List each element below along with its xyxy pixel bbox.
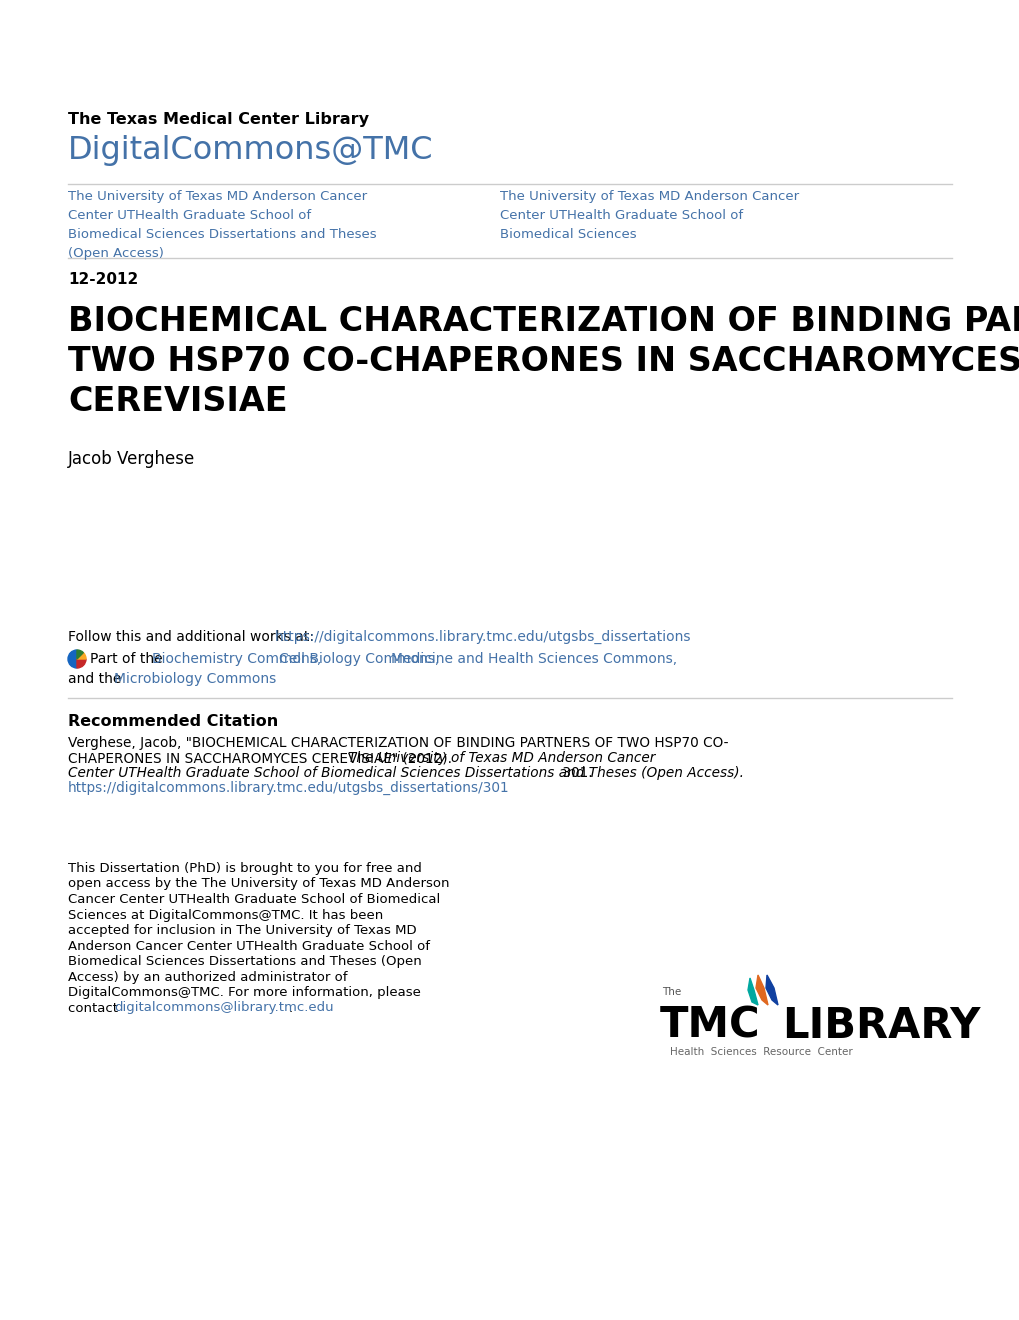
Text: This Dissertation (PhD) is brought to you for free and: This Dissertation (PhD) is brought to yo… xyxy=(68,862,422,875)
Text: Biochemistry Commons,: Biochemistry Commons, xyxy=(152,652,325,667)
Text: https://digitalcommons.library.tmc.edu/utgsbs_dissertations: https://digitalcommons.library.tmc.edu/u… xyxy=(275,630,691,644)
Text: TWO HSP70 CO-CHAPERONES IN SACCHAROMYCES: TWO HSP70 CO-CHAPERONES IN SACCHAROMYCES xyxy=(68,345,1019,378)
Polygon shape xyxy=(755,975,767,1005)
Text: Recommended Citation: Recommended Citation xyxy=(68,714,278,729)
Text: Sciences at DigitalCommons@TMC. It has been: Sciences at DigitalCommons@TMC. It has b… xyxy=(68,908,383,921)
Polygon shape xyxy=(747,978,757,1005)
Text: DigitalCommons@TMC: DigitalCommons@TMC xyxy=(68,135,433,166)
Text: 301.: 301. xyxy=(557,766,592,780)
Text: digitalcommons@library.tmc.edu: digitalcommons@library.tmc.edu xyxy=(114,1002,333,1015)
Text: Microbiology Commons: Microbiology Commons xyxy=(114,672,276,686)
Text: and the: and the xyxy=(68,672,125,686)
Text: contact: contact xyxy=(68,1002,122,1015)
Text: 12-2012: 12-2012 xyxy=(68,272,139,286)
Text: The Texas Medical Center Library: The Texas Medical Center Library xyxy=(68,112,369,127)
Text: Part of the: Part of the xyxy=(90,652,167,667)
Text: Center UTHealth Graduate School of Biomedical Sciences Dissertations and Theses : Center UTHealth Graduate School of Biome… xyxy=(68,766,743,780)
Text: Health  Sciences  Resource  Center: Health Sciences Resource Center xyxy=(669,1047,852,1057)
Text: The University of Texas MD Anderson Cancer
Center UTHealth Graduate School of
Bi: The University of Texas MD Anderson Canc… xyxy=(499,190,798,242)
Wedge shape xyxy=(76,659,86,668)
Text: Verghese, Jacob, "BIOCHEMICAL CHARACTERIZATION OF BINDING PARTNERS OF TWO HSP70 : Verghese, Jacob, "BIOCHEMICAL CHARACTERI… xyxy=(68,737,728,750)
Text: TMC: TMC xyxy=(659,1005,760,1047)
Text: Follow this and additional works at:: Follow this and additional works at: xyxy=(68,630,318,644)
Text: Cell Biology Commons,: Cell Biology Commons, xyxy=(279,652,443,667)
Text: .: . xyxy=(288,1002,292,1015)
Wedge shape xyxy=(76,649,84,659)
Text: The University of Texas MD Anderson Cancer
Center UTHealth Graduate School of
Bi: The University of Texas MD Anderson Canc… xyxy=(68,190,376,260)
Text: Cancer Center UTHealth Graduate School of Biomedical: Cancer Center UTHealth Graduate School o… xyxy=(68,894,440,906)
Text: accepted for inclusion in The University of Texas MD: accepted for inclusion in The University… xyxy=(68,924,416,937)
Text: open access by the The University of Texas MD Anderson: open access by the The University of Tex… xyxy=(68,878,449,891)
Polygon shape xyxy=(765,975,777,1005)
Text: The University of Texas MD Anderson Cancer: The University of Texas MD Anderson Canc… xyxy=(347,751,655,766)
Text: Access) by an authorized administrator of: Access) by an authorized administrator o… xyxy=(68,970,347,983)
Text: The: The xyxy=(661,987,681,997)
Text: CEREVISIAE: CEREVISIAE xyxy=(68,385,287,418)
Text: Anderson Cancer Center UTHealth Graduate School of: Anderson Cancer Center UTHealth Graduate… xyxy=(68,940,430,953)
Text: Jacob Verghese: Jacob Verghese xyxy=(68,450,195,469)
Text: DigitalCommons@TMC. For more information, please: DigitalCommons@TMC. For more information… xyxy=(68,986,421,999)
Text: BIOCHEMICAL CHARACTERIZATION OF BINDING PARTNERS OF: BIOCHEMICAL CHARACTERIZATION OF BINDING … xyxy=(68,305,1019,338)
Text: Medicine and Health Sciences Commons,: Medicine and Health Sciences Commons, xyxy=(390,652,677,667)
Text: CHAPERONES IN SACCHAROMYCES CEREVISIAE" (2012).: CHAPERONES IN SACCHAROMYCES CEREVISIAE" … xyxy=(68,751,455,766)
Text: LIBRARY: LIBRARY xyxy=(782,1005,979,1047)
Text: https://digitalcommons.library.tmc.edu/utgsbs_dissertations/301: https://digitalcommons.library.tmc.edu/u… xyxy=(68,781,510,795)
Wedge shape xyxy=(76,652,86,659)
Wedge shape xyxy=(68,649,76,668)
Text: Biomedical Sciences Dissertations and Theses (Open: Biomedical Sciences Dissertations and Th… xyxy=(68,954,421,968)
